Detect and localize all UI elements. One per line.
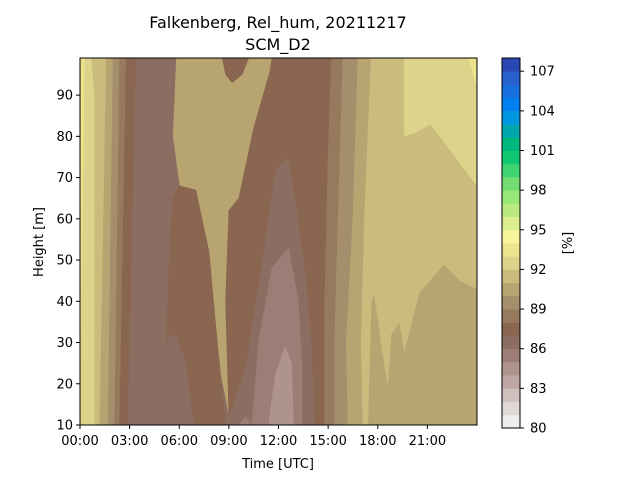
colorbar-tick-label: 107 xyxy=(530,65,555,80)
colorbar-swatch xyxy=(502,84,520,99)
contour-region-19 xyxy=(238,416,253,425)
colorbar-swatch xyxy=(502,97,520,112)
contour-region-14 xyxy=(468,58,477,88)
colorbar xyxy=(502,58,520,429)
colorbar-swatch xyxy=(502,137,520,151)
colorbar-tick-label: 98 xyxy=(530,184,547,199)
contour-region-2 xyxy=(91,58,107,425)
x-tick-label: 09:00 xyxy=(210,434,247,449)
y-tick-label: 10 xyxy=(56,419,73,434)
colorbar-label: [%] xyxy=(561,232,576,255)
colorbar-swatch xyxy=(502,335,520,350)
contour-region-5 xyxy=(114,58,127,425)
x-tick-label: 12:00 xyxy=(260,434,297,449)
colorbar-swatch xyxy=(502,110,520,125)
colorbar-swatch xyxy=(502,163,520,178)
colorbar-swatch xyxy=(502,322,520,336)
x-tick-label: 03:00 xyxy=(111,434,148,449)
contour-region-18 xyxy=(268,346,294,425)
y-axis-label: Height [m] xyxy=(32,207,47,277)
colorbar-swatch xyxy=(502,256,520,270)
colorbar-swatch xyxy=(502,414,520,429)
y-tick-label: 40 xyxy=(56,295,73,310)
colorbar-swatch xyxy=(502,295,520,310)
y-axis: 10 20 30 40 50 60 70 80 90 xyxy=(56,89,80,434)
y-tick-label: 80 xyxy=(56,130,73,145)
colorbar-swatch xyxy=(502,229,520,244)
colorbar-tick-label: 83 xyxy=(530,382,547,397)
y-tick-label: 60 xyxy=(56,212,73,227)
contour-region-13 xyxy=(403,58,477,187)
colorbar-swatch xyxy=(502,361,520,376)
x-tick-label: 00:00 xyxy=(61,434,98,449)
colorbar-frame xyxy=(501,57,521,429)
y-tick-label: 50 xyxy=(56,254,73,269)
x-tick-label: 21:00 xyxy=(409,434,446,449)
colorbar-axis: 80 83 86 89 92 95 98 101 104 107 xyxy=(520,65,555,437)
colorbar-swatch xyxy=(502,243,520,257)
contour-region-3 xyxy=(99,58,114,425)
colorbar-swatch xyxy=(502,150,520,165)
colorbar-swatch xyxy=(502,71,520,85)
contour-region-4 xyxy=(107,58,120,425)
colorbar-swatch xyxy=(502,216,520,231)
colorbar-swatch xyxy=(502,190,520,204)
y-tick-label: 90 xyxy=(56,89,73,104)
colorbar-swatch xyxy=(502,176,520,191)
contour-region-6 xyxy=(119,58,137,425)
colorbar-swatch xyxy=(502,282,520,297)
colorbar-tick-label: 92 xyxy=(530,263,547,278)
colorbar-tick-label: 86 xyxy=(530,342,547,357)
x-tick-label: 06:00 xyxy=(161,434,198,449)
x-tick-label: 18:00 xyxy=(359,434,396,449)
colorbar-swatch xyxy=(502,124,520,138)
colorbar-swatch xyxy=(502,375,520,389)
y-tick-label: 20 xyxy=(56,377,73,392)
colorbar-tick-label: 89 xyxy=(530,303,547,318)
colorbar-tick-label: 104 xyxy=(530,104,555,119)
contour-field xyxy=(80,58,477,425)
colorbar-tick-label: 101 xyxy=(530,144,555,159)
colorbar-swatch xyxy=(502,58,520,72)
x-tick-label: 15:00 xyxy=(309,434,346,449)
colorbar-tick-label: 95 xyxy=(530,223,547,238)
colorbar-swatch xyxy=(502,309,520,323)
colorbar-swatch xyxy=(502,203,520,217)
colorbar-tick-label: 80 xyxy=(530,422,547,437)
contour-region-16 xyxy=(159,333,197,425)
y-tick-label: 30 xyxy=(56,336,73,351)
x-axis: 00:00 03:00 06:00 09:00 12:00 15:00 18:00 21:00 xyxy=(61,425,446,449)
colorbar-swatch xyxy=(502,269,520,284)
chart-subtitle: SCM_D2 xyxy=(245,35,311,55)
colorbar-swatch xyxy=(502,388,520,402)
contour-region-12 xyxy=(360,58,477,425)
x-axis-label: Time [UTC] xyxy=(241,457,314,472)
contour-region-20 xyxy=(222,58,249,83)
colorbar-swatch xyxy=(502,401,520,416)
chart-title: Falkenberg, Rel_hum, 20211217 xyxy=(149,13,406,33)
colorbar-swatch xyxy=(502,348,520,363)
y-tick-label: 70 xyxy=(56,171,73,186)
